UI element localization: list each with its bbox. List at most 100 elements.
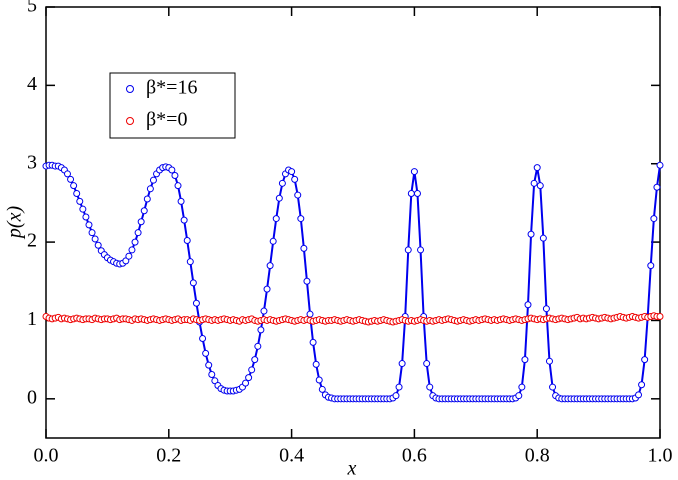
marker [248, 366, 256, 374]
x-tick-label: 0.8 [525, 445, 550, 467]
marker [539, 234, 547, 242]
marker [395, 383, 403, 391]
marker [312, 360, 320, 368]
marker [67, 175, 75, 183]
x-axis-label: x [347, 458, 357, 480]
marker [521, 356, 529, 364]
marker [91, 235, 99, 243]
marker [263, 285, 271, 293]
marker [315, 376, 323, 384]
marker [85, 221, 93, 229]
marker [533, 164, 541, 172]
marker [656, 313, 664, 321]
y-tick-label: 0 [27, 386, 37, 408]
marker [183, 237, 191, 245]
marker [318, 385, 326, 393]
marker [410, 168, 418, 176]
marker [180, 216, 188, 224]
marker [653, 183, 661, 191]
y-tick-label: 2 [27, 230, 37, 252]
marker [254, 342, 262, 350]
legend-marker [126, 117, 134, 125]
x-tick-label: 1.0 [648, 445, 673, 467]
marker [288, 168, 296, 176]
marker [146, 185, 154, 193]
marker [251, 356, 259, 364]
legend-box [109, 72, 236, 139]
marker [398, 360, 406, 368]
marker [134, 229, 142, 237]
marker [63, 170, 71, 178]
marker [542, 305, 550, 313]
marker [205, 361, 213, 369]
marker [76, 197, 84, 205]
marker [73, 190, 81, 198]
marker [177, 197, 185, 205]
y-tick-label: 1 [27, 308, 37, 330]
marker [407, 190, 415, 198]
marker [278, 179, 286, 187]
marker [149, 176, 157, 184]
marker [297, 215, 305, 223]
marker [294, 191, 302, 199]
marker [413, 190, 421, 198]
marker [208, 371, 216, 379]
legend-label: β*=0 [146, 109, 187, 131]
marker [140, 207, 148, 215]
marker [524, 301, 532, 309]
marker [260, 307, 268, 315]
marker [306, 310, 314, 318]
x-tick-label: 0.4 [279, 445, 304, 467]
marker [143, 195, 151, 203]
marker [635, 391, 643, 399]
marker [174, 182, 182, 190]
marker [168, 166, 176, 174]
marker [309, 338, 317, 346]
marker [189, 279, 197, 287]
marker [186, 258, 194, 266]
marker [291, 175, 299, 183]
marker [656, 161, 664, 169]
marker [404, 246, 412, 254]
marker [272, 215, 280, 223]
series-line [45, 164, 661, 400]
marker [641, 356, 649, 364]
marker [303, 277, 311, 285]
marker [545, 357, 553, 365]
y-tick-label: 5 [27, 0, 37, 17]
marker [242, 379, 250, 387]
marker [647, 262, 655, 270]
marker [192, 299, 200, 307]
marker [125, 252, 133, 260]
marker [257, 326, 265, 334]
marker [518, 383, 526, 391]
marker [245, 374, 253, 382]
y-axis-label: p(x) [4, 206, 26, 241]
marker [202, 349, 210, 357]
x-tick-label: 0.0 [34, 445, 59, 467]
marker [423, 360, 431, 368]
marker [650, 215, 658, 223]
legend-label: β*=16 [146, 77, 197, 99]
marker [88, 229, 96, 237]
marker [137, 218, 145, 226]
y-tick-label: 4 [27, 73, 37, 95]
x-tick-label: 0.2 [156, 445, 181, 467]
plot-frame [45, 6, 661, 439]
marker [171, 171, 179, 179]
marker [638, 381, 646, 389]
marker [199, 334, 207, 342]
marker [417, 246, 425, 254]
marker [82, 213, 90, 221]
marker [269, 237, 277, 245]
marker [392, 392, 400, 400]
marker [266, 262, 274, 270]
marker [426, 383, 434, 391]
x-tick-label: 0.6 [402, 445, 427, 467]
marker [79, 205, 87, 213]
marker [549, 383, 557, 391]
marker [128, 246, 136, 254]
marker [211, 377, 219, 385]
marker [300, 244, 308, 252]
